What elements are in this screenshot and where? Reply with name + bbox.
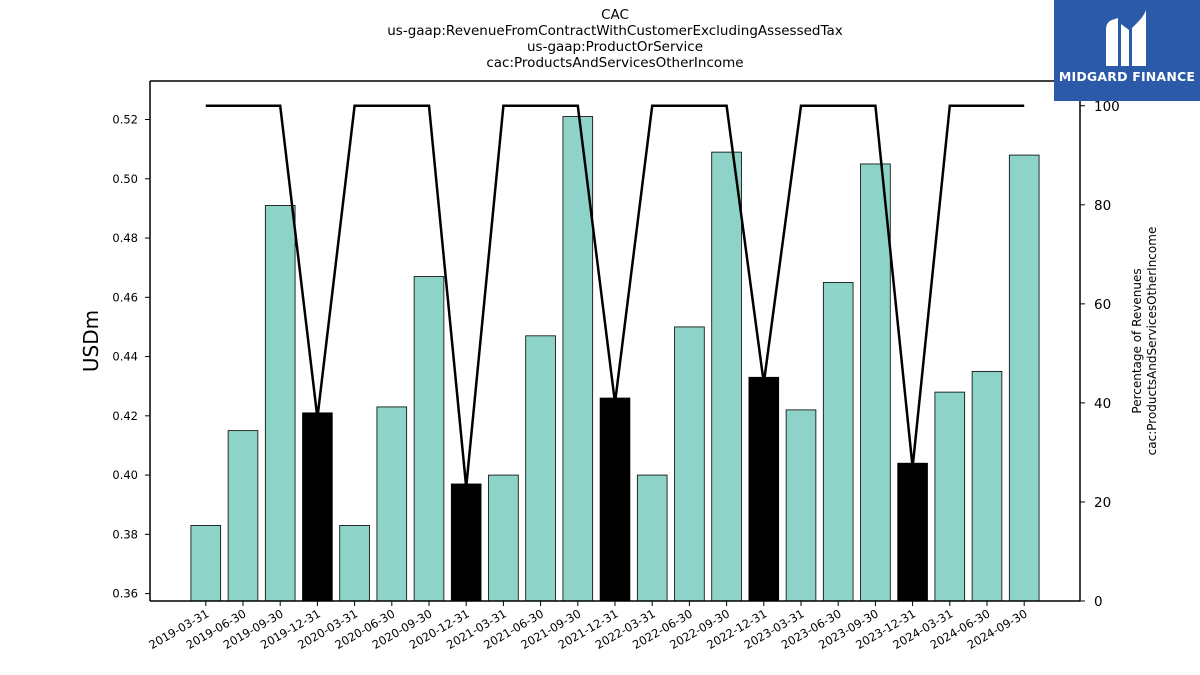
bar-2020-09-30 — [413, 276, 445, 602]
y2-tick-label-20: 20 — [1094, 495, 1111, 511]
bar-2023-12-31 — [897, 462, 928, 602]
percentage-line — [205, 104, 1025, 488]
bar-2019-12-31 — [302, 412, 333, 602]
y-tick-label-0.42: 0.42 — [112, 409, 138, 423]
brand-logo: MIDGARD FINANCE — [1054, 0, 1200, 101]
y-tick-label-0.48: 0.48 — [112, 231, 138, 245]
bar-2023-03-31 — [785, 409, 817, 602]
bar-2019-06-30 — [227, 430, 259, 602]
chart-title-line-2: us-gaap:RevenueFromContractWithCustomerE… — [387, 23, 843, 39]
bar-2019-09-30 — [264, 205, 296, 602]
chart-title-line-4: cac:ProductsAndServicesOtherIncome — [486, 55, 744, 71]
bar-2021-09-30 — [562, 116, 594, 602]
bar-2023-09-30 — [860, 163, 891, 602]
y2-tick-label-100: 100 — [1094, 99, 1120, 115]
bar-2024-09-30 — [1008, 154, 1040, 602]
y2-axis-label-line-1: Percentage of Revenues — [1130, 268, 1144, 413]
bar-2024-03-31 — [934, 391, 966, 602]
y2-axis-label-line-2: cac:ProductsAndServicesOtherIncome — [1145, 227, 1159, 456]
y-tick-label-0.46: 0.46 — [112, 290, 138, 304]
bar-2022-06-30 — [674, 326, 705, 602]
y2-tick-label-0: 0 — [1094, 594, 1103, 610]
bar-2021-03-31 — [488, 474, 519, 602]
y-axis-label: USDm — [79, 310, 103, 372]
bar-2023-06-30 — [822, 282, 854, 602]
y2-tick-label-40: 40 — [1094, 396, 1111, 412]
y-tick-label-0.44: 0.44 — [112, 350, 138, 364]
bar-2022-03-31 — [636, 474, 668, 602]
bar-2021-12-31 — [599, 397, 631, 602]
bar-2020-06-30 — [376, 406, 408, 602]
y-tick-label-0.40: 0.40 — [112, 468, 138, 482]
y-tick-label-0.36: 0.36 — [112, 587, 138, 601]
y-tick-label-0.50: 0.50 — [112, 172, 138, 186]
chart-title-line-3: us-gaap:ProductOrService — [526, 39, 704, 55]
bar-2022-09-30 — [711, 151, 742, 602]
chart-title: CAC us-gaap:RevenueFromContractWithCusto… — [365, 7, 865, 71]
brand-name: MIDGARD FINANCE — [1058, 69, 1196, 84]
y-tick-label-0.38: 0.38 — [112, 527, 138, 541]
bar-2024-06-30 — [971, 370, 1003, 602]
bar-2022-12-31 — [748, 376, 780, 602]
chart-title-line-1: CAC — [601, 7, 629, 23]
y-tick-label-0.52: 0.52 — [112, 113, 138, 127]
bar-2019-03-31 — [190, 525, 222, 602]
logo-mark-icon — [1106, 10, 1146, 66]
y2-tick-label-80: 80 — [1094, 198, 1111, 214]
bar-2020-12-31 — [450, 483, 482, 602]
bar-2020-03-31 — [339, 525, 370, 602]
bar-2021-06-30 — [525, 335, 556, 602]
y2-tick-label-60: 60 — [1094, 297, 1111, 313]
